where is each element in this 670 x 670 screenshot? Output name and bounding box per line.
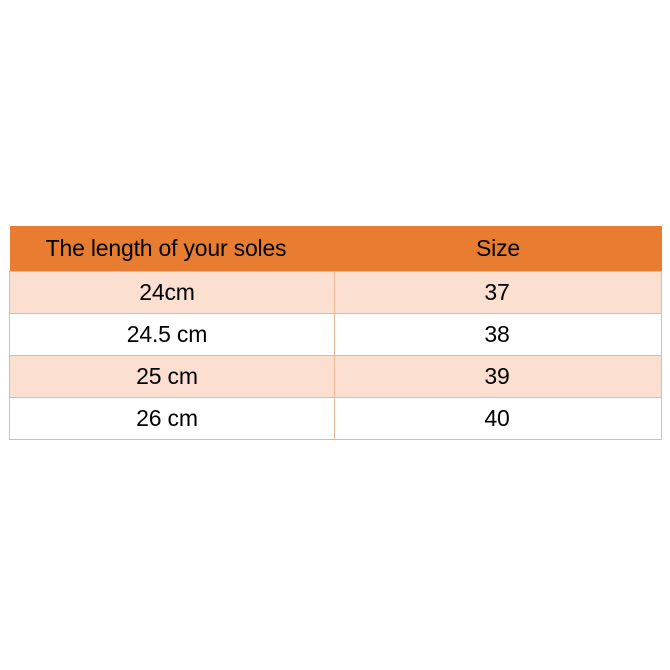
cell-sole-length: 25 cm xyxy=(9,355,335,398)
table-row: 26 cm 40 xyxy=(9,397,662,440)
table-header: The length of your soles Size xyxy=(9,226,662,272)
cell-size: 40 xyxy=(334,397,662,440)
cell-size: 37 xyxy=(334,271,662,314)
cell-sole-length: 24.5 cm xyxy=(9,313,335,356)
cell-sole-length: 26 cm xyxy=(9,397,335,440)
table-row: 24.5 cm 38 xyxy=(9,313,662,356)
cell-sole-length: 24cm xyxy=(9,271,335,314)
table-header-row: The length of your soles Size xyxy=(9,226,662,272)
table-row: 24cm 37 xyxy=(9,271,662,314)
column-header-size: Size xyxy=(334,226,662,272)
cell-size: 38 xyxy=(334,313,662,356)
table-row: 25 cm 39 xyxy=(9,355,662,398)
table-body: 24cm 37 24.5 cm 38 25 cm 39 26 cm 40 xyxy=(9,271,662,440)
column-header-length: The length of your soles xyxy=(9,226,335,272)
cell-size: 39 xyxy=(334,355,662,398)
size-chart-table: The length of your soles Size 24cm 37 24… xyxy=(9,226,662,440)
